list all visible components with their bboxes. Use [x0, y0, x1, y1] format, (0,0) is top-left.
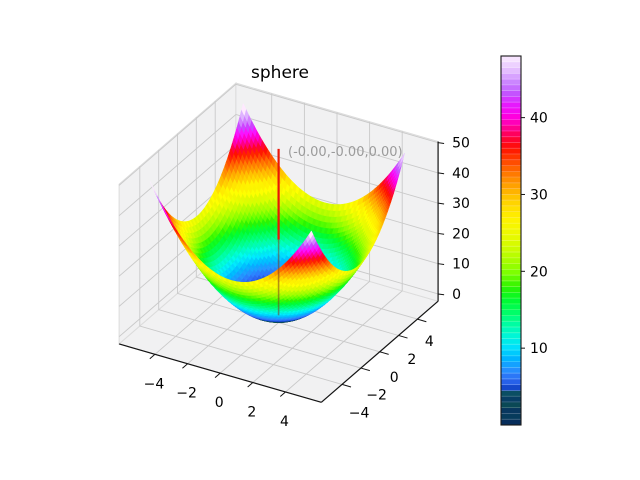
z-tick-label: 40: [452, 166, 470, 182]
x-tick-label: 2: [247, 405, 256, 421]
z-tick-label: 20: [452, 226, 470, 242]
y-tick-label: 0: [390, 370, 399, 386]
z-tick-label: 10: [452, 257, 470, 273]
minimum-annotation: (-0.00,-0.00,0.00): [288, 145, 403, 160]
tick-marks: [149, 142, 445, 397]
y-tick-label: 2: [407, 352, 416, 368]
colorbar-ticks: 10 20 30 40: [521, 111, 548, 357]
z-tick-label: 0: [452, 287, 461, 303]
x-tick-label: −2: [176, 386, 197, 402]
y-tick-label: 4: [425, 334, 434, 350]
x-tick-label: 4: [280, 414, 289, 430]
surface-mesh: [149, 102, 405, 323]
z-tick-label: 30: [452, 196, 470, 212]
colorbar: [500, 55, 522, 426]
colorbar-tick-label: 10: [530, 341, 548, 357]
colorbar-tick-label: 40: [530, 111, 548, 127]
colorbar-tick-label: 30: [530, 187, 548, 203]
x-tick-label: −4: [144, 376, 165, 392]
y-tick-label: −4: [349, 405, 370, 421]
x-tick-label: 0: [215, 395, 224, 411]
grid-lines: [118, 83, 439, 393]
colorbar-tick-label: 20: [530, 264, 548, 280]
z-tick-label: 50: [452, 136, 470, 152]
plot-title: sphere: [251, 63, 309, 83]
y-tick-label: −2: [366, 388, 387, 404]
